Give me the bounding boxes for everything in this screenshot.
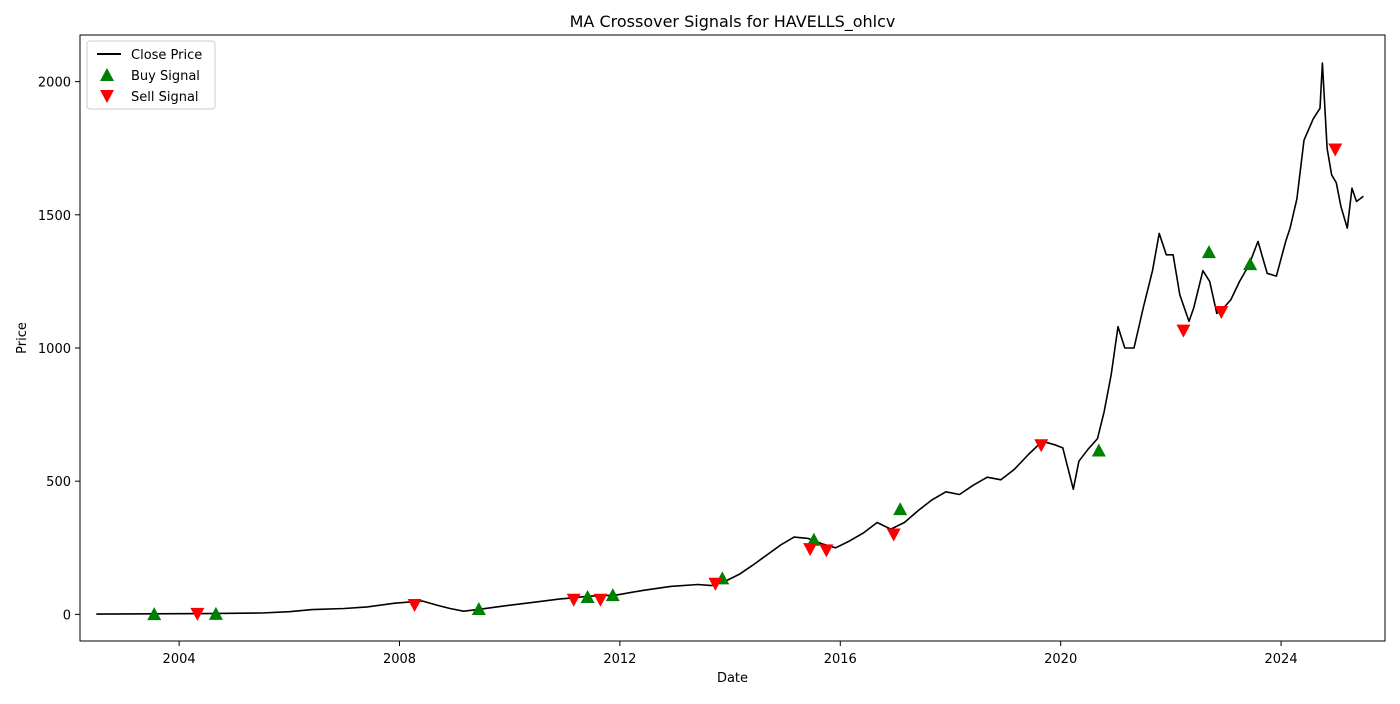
y-tick-label: 1000 <box>38 342 71 357</box>
buy-signal-marker <box>1091 443 1106 457</box>
close-price-line <box>96 62 1364 615</box>
sell-signal-marker <box>803 543 818 557</box>
buy-signal-marker <box>893 502 908 516</box>
legend-close-label: Close Price <box>131 48 202 63</box>
sell-signal-marker <box>566 593 581 607</box>
x-tick-label: 2024 <box>1265 652 1298 667</box>
legend: Close Price Buy Signal Sell Signal <box>86 40 216 110</box>
legend-sell-marker <box>100 90 114 103</box>
sell-signal-marker <box>819 544 834 558</box>
x-axis-label: Date <box>717 671 748 686</box>
x-tick-label: 2012 <box>603 652 636 667</box>
buy-signal-marker <box>208 606 223 620</box>
sell-signal-marker <box>593 593 608 607</box>
buy-signal-marker <box>605 588 620 602</box>
buy-signal-marker <box>1201 245 1216 259</box>
buy-signal-marker <box>580 590 595 604</box>
sell-signal-marker <box>1176 324 1191 338</box>
signals-layer <box>147 143 1343 621</box>
y-tick-label: 500 <box>46 475 71 490</box>
sell-signal-marker <box>886 528 901 542</box>
series-layer <box>96 62 1364 615</box>
buy-signal-marker <box>1243 257 1258 271</box>
x-axis-ticks: 2004 2008 2012 2016 2020 2024 <box>163 641 1298 667</box>
buy-signal-marker <box>806 532 821 546</box>
y-axis-ticks: 0 500 1000 1500 2000 <box>38 76 80 623</box>
buy-signal-marker <box>471 602 486 616</box>
sell-signal-marker <box>1328 143 1343 157</box>
buy-signal-marker <box>147 607 162 621</box>
chart-title: MA Crossover Signals for HAVELLS_ohlcv <box>570 12 896 32</box>
y-axis-label: Price <box>15 322 30 354</box>
y-tick-label: 1500 <box>38 209 71 224</box>
y-tick-label: 2000 <box>38 76 71 91</box>
sell-signal-marker <box>1034 439 1049 453</box>
plot-frame <box>79 34 1386 642</box>
legend-buy-label: Buy Signal <box>131 69 200 84</box>
legend-sell-label: Sell Signal <box>131 90 199 105</box>
x-tick-label: 2020 <box>1044 652 1077 667</box>
x-tick-label: 2016 <box>824 652 857 667</box>
y-tick-label: 0 <box>63 608 71 623</box>
plot-area <box>80 35 1385 641</box>
sell-signal-marker <box>190 607 205 621</box>
x-tick-label: 2008 <box>383 652 416 667</box>
x-tick-label: 2004 <box>163 652 196 667</box>
legend-box <box>86 40 216 110</box>
sell-signal-marker <box>708 577 723 591</box>
legend-buy-marker <box>100 68 114 81</box>
sell-signal-marker <box>407 599 422 613</box>
sell-signal-marker <box>1214 306 1229 320</box>
